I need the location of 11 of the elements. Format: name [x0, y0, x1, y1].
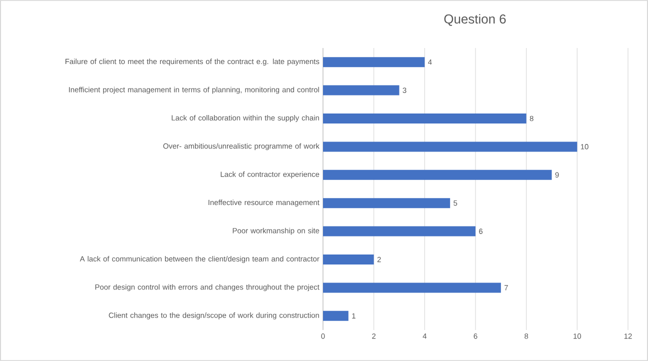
bar [323, 85, 400, 96]
bar [323, 57, 425, 68]
bar [323, 226, 476, 236]
bar [323, 114, 526, 124]
bar [323, 198, 450, 208]
bar [323, 254, 374, 265]
bar [323, 282, 501, 293]
chart-title: Question 6 [444, 14, 506, 26]
bar [323, 170, 552, 180]
bar [323, 142, 578, 152]
bar [323, 310, 348, 321]
